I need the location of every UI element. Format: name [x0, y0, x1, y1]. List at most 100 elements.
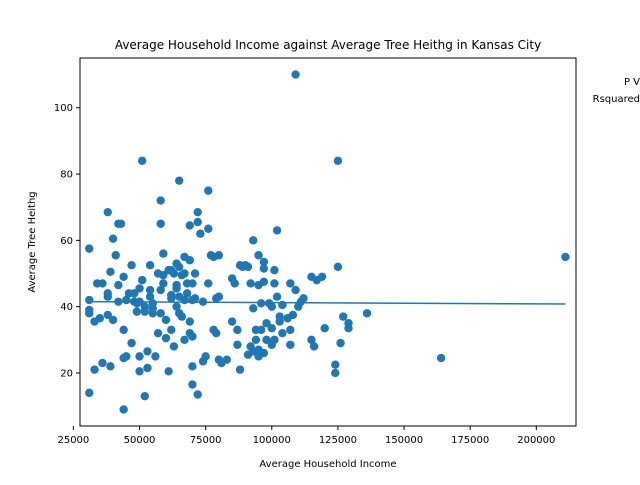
y-tick-label: 20 [60, 368, 73, 379]
data-point [127, 338, 136, 348]
data-point [135, 367, 144, 376]
data-point [243, 262, 253, 272]
data-point [214, 251, 224, 260]
data-point [251, 335, 261, 345]
data-point [336, 338, 345, 348]
x-tick-label: 100000 [253, 435, 291, 446]
y-tick-label: 80 [60, 170, 73, 181]
data-point [259, 264, 269, 273]
data-point [161, 315, 171, 325]
data-point [85, 295, 94, 305]
data-point [167, 294, 176, 303]
data-point [148, 304, 157, 313]
data-point [309, 342, 319, 351]
data-point [275, 317, 284, 326]
data-point [98, 358, 107, 368]
data-point [278, 328, 287, 338]
data-point [193, 207, 202, 217]
data-point [307, 335, 316, 345]
y-axis-label: Average Tree Heithg [27, 191, 38, 292]
y-tick-label: 60 [60, 236, 73, 247]
data-point [188, 380, 197, 389]
data-point [270, 265, 279, 275]
data-point [267, 302, 276, 311]
data-point [119, 405, 128, 414]
data-point [137, 156, 147, 165]
plot-area [85, 70, 570, 414]
data-point [201, 352, 210, 361]
x-tick-label: 175000 [451, 435, 489, 446]
data-point [114, 280, 123, 290]
chart-title: Average Household Income against Average… [115, 38, 541, 52]
x-tick-label: 25000 [57, 435, 89, 446]
data-point [159, 279, 168, 288]
data-point [291, 285, 300, 295]
x-axis: 25000 50000 75000 100000 125000 150000 175000 2… [57, 426, 555, 446]
data-point [90, 365, 99, 374]
data-point [320, 323, 329, 333]
data-point [188, 332, 197, 341]
data-point [214, 292, 224, 301]
data-point [230, 279, 239, 288]
data-point [272, 226, 282, 235]
annotation-rsquared: Rsquared [593, 94, 640, 105]
data-point [85, 305, 94, 315]
data-point [159, 270, 168, 280]
data-point [140, 307, 150, 316]
data-point [164, 367, 173, 376]
data-point [270, 335, 279, 345]
data-point [246, 279, 255, 288]
data-point [180, 335, 189, 345]
data-point [227, 317, 237, 326]
y-tick-label: 40 [60, 302, 73, 313]
data-point [259, 348, 269, 358]
data-point [127, 261, 136, 270]
data-point [193, 390, 202, 399]
data-point [161, 333, 171, 343]
data-point [132, 307, 142, 316]
data-point [272, 292, 282, 301]
x-tick-label: 75000 [190, 435, 222, 446]
data-point [190, 269, 200, 278]
x-tick-label: 200000 [517, 435, 555, 446]
data-point [257, 299, 266, 308]
x-axis-label: Average Household Income [259, 459, 396, 470]
data-point [291, 70, 300, 79]
data-point [190, 294, 200, 303]
data-point [259, 257, 269, 267]
data-point [103, 207, 112, 217]
data-point [169, 342, 179, 351]
data-point [333, 156, 343, 165]
data-point [156, 309, 165, 318]
data-point [259, 277, 269, 286]
data-point [331, 368, 340, 378]
plot-frame [79, 57, 577, 427]
data-point [156, 285, 165, 295]
data-point [172, 302, 181, 311]
data-point [204, 279, 213, 288]
data-point [111, 251, 120, 260]
data-point [106, 267, 115, 277]
data-point [169, 269, 179, 278]
data-point [180, 269, 189, 278]
data-point [257, 325, 266, 335]
data-point [135, 352, 144, 361]
data-point [288, 310, 298, 320]
data-point [233, 340, 242, 349]
data-point [122, 352, 131, 361]
data-point [95, 314, 105, 323]
data-point [130, 289, 139, 298]
data-point [362, 309, 372, 318]
data-point [159, 249, 168, 258]
data-point [103, 310, 112, 320]
data-point [188, 279, 197, 288]
data-point [286, 340, 295, 349]
data-point [286, 325, 295, 335]
y-tick-label: 100 [54, 103, 73, 114]
data-point [262, 319, 271, 328]
data-point [196, 229, 205, 238]
data-point [145, 261, 155, 270]
data-point [299, 294, 308, 303]
